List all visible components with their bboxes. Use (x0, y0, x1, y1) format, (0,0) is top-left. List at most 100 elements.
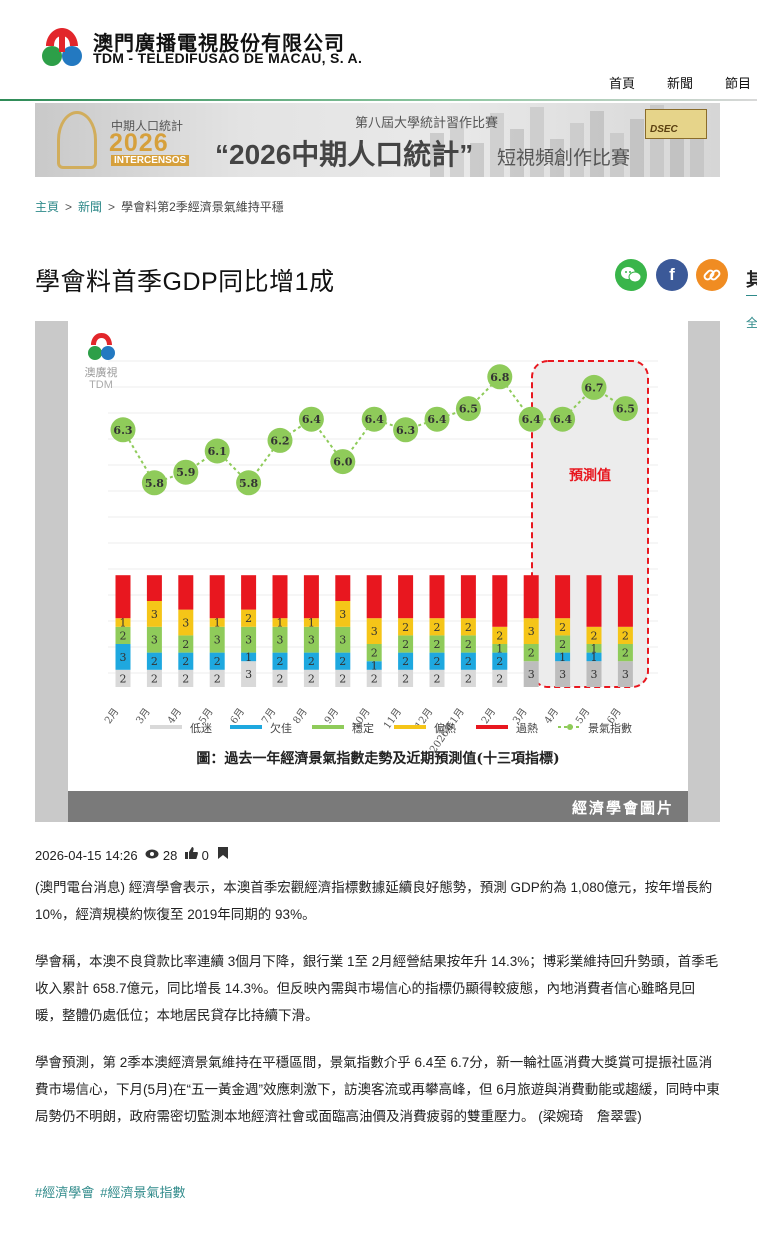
site-header: 澳門廣播電視股份有限公司 TDM - TELEDIFUSÃO DE MACAU,… (0, 0, 757, 101)
bar-segment-label: 2 (151, 672, 158, 685)
bar-segment-slow (335, 669, 351, 687)
bar-segment-cold (241, 652, 257, 662)
bar-segment-stable (617, 644, 633, 662)
bar-segment-label: 2 (182, 638, 189, 651)
bar-segment-label: 2 (182, 672, 189, 685)
bar-segment-label: 2 (465, 621, 472, 634)
legend-swatch-warm (394, 725, 426, 729)
sidebar-heading: 其 (746, 270, 757, 290)
index-point-label: 5.8 (239, 477, 258, 490)
legend-label: 偏熱 (434, 721, 456, 735)
index-point-label: 6.1 (208, 445, 227, 458)
bar-segment-label: 2 (434, 621, 441, 634)
bar-segment-stable (178, 635, 194, 653)
bar-segment-label: 2 (277, 655, 284, 668)
index-point (204, 438, 230, 464)
nav-home[interactable]: 首頁 (609, 76, 636, 91)
bar-segment-cold (366, 661, 382, 670)
breadcrumb-home[interactable]: 主頁 (35, 200, 60, 214)
bar-segment-hot (366, 575, 382, 619)
index-point (518, 406, 544, 432)
bar-segment-label: 2 (622, 629, 629, 642)
bar-segment-stable (241, 626, 257, 653)
bar-segment-hot (115, 575, 131, 619)
bar-segment-label: 2 (371, 647, 378, 660)
like-thumb-icon[interactable] (185, 847, 198, 859)
bar-segment-label: 2 (339, 672, 346, 685)
bar-segment-warm (398, 618, 414, 636)
tdm-logo-icon[interactable] (38, 24, 86, 72)
bar-segment-stable (115, 626, 131, 644)
breadcrumb-current: 學會料第2季經濟景氣維持平穩 (121, 200, 284, 214)
share-link-button[interactable] (696, 259, 728, 291)
x-tick-label: 3月 (134, 706, 153, 726)
view-count: 28 (162, 848, 178, 864)
bar-segment-label: 2 (434, 638, 441, 651)
index-point (612, 396, 638, 422)
promo-banner[interactable]: 中期人口統計 2026 INTERCENSOS 第八屆大學統計習作比賽 “202… (35, 103, 720, 177)
bar-segment-cold (303, 652, 319, 670)
bar-segment-warm (209, 618, 225, 627)
bar-segment-warm (586, 626, 602, 644)
index-point (361, 406, 387, 432)
bar-segment-label: 2 (214, 672, 221, 685)
chart-legend: 低迷 欠佳 穩定 偏熱 過熱 景氣指數 (150, 721, 632, 735)
bar-segment-cold (586, 652, 602, 662)
bar-segment-slow (492, 669, 508, 687)
bar-segment-hot (178, 575, 194, 610)
bar-segment-label: 2 (559, 638, 566, 651)
bar-segment-label: 3 (528, 668, 535, 681)
bar-segment-slow (146, 669, 162, 687)
bar-segment-warm (460, 618, 476, 636)
header-divider (0, 99, 757, 101)
share-facebook-button[interactable]: f (656, 259, 688, 291)
legend-swatch-cold (230, 725, 262, 729)
chart-credit: 經濟學會圖片 (571, 799, 674, 817)
bar-segment-label: 1 (120, 617, 127, 630)
views-eye-icon (145, 849, 159, 859)
bar-segment-label: 3 (371, 625, 378, 638)
bar-segment-hot (146, 575, 162, 601)
bar-segment-slow (178, 669, 194, 687)
nav-programs[interactable]: 節目 (725, 76, 752, 91)
banner-title: “2026中期人口統計” (215, 139, 474, 170)
bar-segment-warm (241, 609, 257, 627)
index-point-label: 6.4 (553, 413, 572, 426)
bookmark-icon[interactable] (218, 847, 229, 859)
bar-segment-label: 3 (622, 668, 629, 681)
bar-segment-stable (429, 635, 445, 653)
bar-segment-label: 2 (402, 621, 409, 634)
bar-segment-warm (366, 618, 382, 644)
bar-segment-label: 2 (559, 621, 566, 634)
sidebar-link[interactable]: 全 (746, 316, 757, 330)
index-point (141, 470, 167, 496)
bar-segment-hot (398, 575, 414, 619)
bar-segment-label: 2 (339, 655, 346, 668)
tag-link[interactable]: #經濟學會 (35, 1185, 95, 1200)
index-point (581, 374, 607, 400)
share-wechat-button[interactable] (615, 259, 647, 291)
bar-segment-label: 2 (496, 629, 503, 642)
like-count: 0 (201, 848, 209, 864)
bar-segment-stable (555, 635, 571, 653)
bar-segment-cold (555, 652, 571, 662)
nav-news[interactable]: 新聞 (667, 76, 694, 91)
bar-segment-label: 3 (151, 634, 158, 647)
bar-segment-cold (272, 652, 288, 670)
breadcrumb-news[interactable]: 新聞 (78, 200, 103, 214)
bar-segment-label: 2 (151, 655, 158, 668)
index-point (173, 459, 199, 485)
bar-segment-stable (523, 644, 539, 662)
index-point-label: 6.5 (459, 403, 478, 416)
bar-segment-label: 2 (402, 638, 409, 651)
tag-link[interactable]: #經濟景氣指數 (100, 1185, 186, 1200)
bar-segment-stable (272, 626, 288, 653)
bar-segment-label: 2 (622, 647, 629, 660)
bar-segment-slow (617, 661, 633, 687)
index-point (487, 364, 513, 390)
x-tick-label: 4月 (165, 706, 184, 726)
index-point (455, 396, 481, 422)
company-name-en: TDM - TELEDIFUSÃO DE MACAU, S. A. (93, 50, 363, 66)
bar-segment-label: 1 (245, 651, 252, 664)
